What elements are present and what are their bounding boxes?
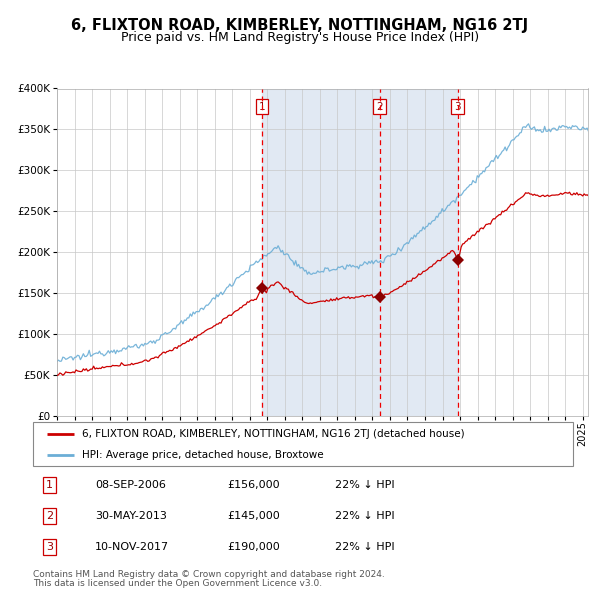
FancyBboxPatch shape [33,422,573,466]
Text: 1: 1 [259,101,265,112]
Text: £156,000: £156,000 [227,480,280,490]
Text: 3: 3 [454,101,461,112]
Text: HPI: Average price, detached house, Broxtowe: HPI: Average price, detached house, Brox… [82,450,323,460]
Text: £145,000: £145,000 [227,511,280,521]
Text: 3: 3 [46,542,53,552]
Text: 22% ↓ HPI: 22% ↓ HPI [335,480,395,490]
Text: 6, FLIXTON ROAD, KIMBERLEY, NOTTINGHAM, NG16 2TJ: 6, FLIXTON ROAD, KIMBERLEY, NOTTINGHAM, … [71,18,529,32]
Text: 08-SEP-2006: 08-SEP-2006 [95,480,166,490]
Text: 22% ↓ HPI: 22% ↓ HPI [335,542,395,552]
Bar [262,88,458,416]
Text: 30-MAY-2013: 30-MAY-2013 [95,511,167,521]
Text: 1: 1 [46,480,53,490]
Text: £190,000: £190,000 [227,542,280,552]
Text: Contains HM Land Registry data © Crown copyright and database right 2024.: Contains HM Land Registry data © Crown c… [33,570,385,579]
Text: 2: 2 [376,101,383,112]
Text: 10-NOV-2017: 10-NOV-2017 [95,542,169,552]
Text: 6, FLIXTON ROAD, KIMBERLEY, NOTTINGHAM, NG16 2TJ (detached house): 6, FLIXTON ROAD, KIMBERLEY, NOTTINGHAM, … [82,430,464,439]
Text: This data is licensed under the Open Government Licence v3.0.: This data is licensed under the Open Gov… [33,579,322,588]
Text: 2: 2 [46,511,53,521]
Text: 22% ↓ HPI: 22% ↓ HPI [335,511,395,521]
Text: Price paid vs. HM Land Registry's House Price Index (HPI): Price paid vs. HM Land Registry's House … [121,31,479,44]
